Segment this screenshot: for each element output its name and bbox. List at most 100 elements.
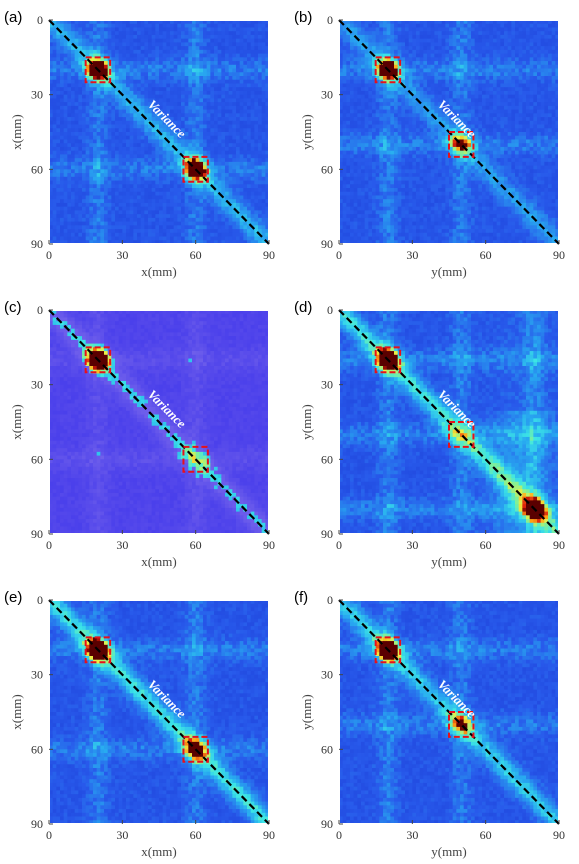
- heatmap-cell: [107, 83, 112, 88]
- heatmap-cell: [100, 202, 105, 208]
- heatmap-cell: [144, 214, 149, 219]
- heatmap-cell: [151, 165, 156, 170]
- heatmap-cell: [155, 169, 160, 174]
- heatmap-cell: [214, 132, 219, 137]
- heatmap-cell: [485, 57, 490, 62]
- heatmap-cell: [71, 31, 76, 36]
- heatmap-cell: [126, 180, 131, 185]
- heatmap-cell: [129, 188, 134, 193]
- heatmap-cell: [394, 102, 399, 107]
- heatmap-cell: [107, 154, 112, 159]
- heatmap-cell: [518, 34, 523, 40]
- heatmap-cell: [129, 57, 134, 62]
- heatmap-cell: [405, 34, 410, 40]
- heatmap-cell: [221, 46, 226, 51]
- heatmap-cell: [236, 23, 241, 28]
- heatmap-cell: [383, 76, 388, 81]
- heatmap-cell: [515, 76, 520, 81]
- heatmap-cell: [239, 53, 244, 58]
- heatmap-cell: [126, 109, 131, 114]
- heatmap-cell: [122, 23, 127, 28]
- heatmap-cell: [137, 184, 142, 189]
- heatmap-cell: [386, 72, 391, 77]
- heatmap-cell: [504, 27, 509, 32]
- heatmap-cell: [67, 225, 72, 230]
- heatmap-cell: [166, 23, 171, 28]
- heatmap-cell: [261, 135, 266, 140]
- heatmap-cell: [74, 232, 79, 237]
- heatmap-cell: [67, 202, 72, 208]
- heatmap-cell: [551, 27, 556, 32]
- heatmap-cell: [151, 128, 156, 133]
- heatmap-cell: [199, 217, 204, 222]
- heatmap-cell: [159, 206, 164, 211]
- heatmap-cell: [416, 64, 421, 69]
- heatmap-cell: [210, 143, 215, 148]
- heatmap-cell: [144, 68, 149, 73]
- heatmap-cell: [254, 83, 259, 88]
- heatmap-cell: [89, 90, 94, 96]
- heatmap-cell: [181, 139, 186, 144]
- heatmap-cell: [104, 124, 109, 129]
- heatmap-cell: [236, 139, 241, 144]
- heatmap-cell: [60, 90, 65, 96]
- heatmap-cell: [155, 225, 160, 230]
- heatmap-cell: [192, 72, 197, 77]
- heatmap-cell: [67, 79, 72, 84]
- heatmap-cell: [522, 87, 527, 92]
- heatmap-cell: [173, 188, 178, 193]
- heatmap-cell: [504, 31, 509, 36]
- heatmap-cell: [221, 206, 226, 211]
- heatmap-cell: [250, 173, 255, 178]
- heatmap-cell: [93, 188, 98, 193]
- heatmap-cell: [118, 23, 123, 28]
- heatmap-cell: [375, 34, 380, 40]
- heatmap-cell: [261, 105, 266, 110]
- heatmap-cell: [412, 38, 417, 43]
- heatmap-cell: [232, 132, 237, 137]
- heatmap-cell: [203, 68, 208, 73]
- heatmap-cell: [118, 83, 123, 88]
- heatmap-cell: [555, 20, 560, 25]
- heatmap-cell: [544, 83, 549, 88]
- heatmap-cell: [346, 87, 351, 92]
- heatmap-cell: [243, 76, 248, 81]
- heatmap-cell: [511, 34, 516, 40]
- heatmap-cell: [122, 206, 127, 211]
- heatmap-cell: [107, 199, 112, 204]
- heatmap-cell: [236, 49, 241, 54]
- heatmap-cell: [390, 90, 395, 96]
- heatmap-cell: [529, 61, 534, 66]
- heatmap-cell: [482, 61, 487, 66]
- heatmap-cell: [551, 31, 556, 36]
- heatmap-cell: [56, 64, 61, 69]
- heatmap-cell: [522, 90, 527, 96]
- heatmap-cell: [126, 53, 131, 58]
- heatmap-cell: [214, 42, 219, 47]
- heatmap-cell: [265, 135, 270, 140]
- heatmap-cell: [383, 31, 388, 36]
- heatmap-cell: [67, 124, 72, 129]
- heatmap-cell: [265, 46, 270, 51]
- heatmap-cell: [100, 217, 105, 222]
- heatmap-cell: [49, 102, 54, 107]
- heatmap-cell: [236, 225, 241, 230]
- heatmap-cell: [217, 240, 222, 245]
- heatmap-cell: [148, 109, 153, 114]
- heatmap-cell: [544, 53, 549, 58]
- heatmap-cell: [236, 180, 241, 185]
- heatmap-cell: [192, 94, 197, 99]
- heatmap-cell: [67, 20, 72, 25]
- heatmap-cell: [364, 34, 369, 40]
- heatmap-cell: [52, 27, 57, 32]
- heatmap-cell: [500, 31, 505, 36]
- heatmap-cell: [137, 42, 142, 47]
- heatmap-cell: [452, 46, 457, 51]
- heatmap-cell: [225, 27, 230, 32]
- heatmap-cell: [122, 124, 127, 129]
- heatmap-cell: [467, 61, 472, 66]
- heatmap-cell: [93, 150, 98, 155]
- heatmap-cell: [350, 94, 355, 99]
- heatmap-cell: [93, 191, 98, 196]
